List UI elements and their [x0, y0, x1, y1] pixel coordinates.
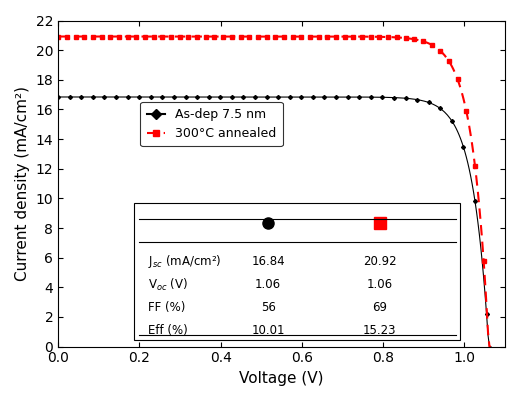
- Text: 15.23: 15.23: [363, 324, 397, 337]
- Text: 20.92: 20.92: [363, 255, 397, 268]
- Bar: [134, 203, 460, 340]
- Text: V$_{oc}$ (V): V$_{oc}$ (V): [148, 277, 188, 293]
- Text: 1.06: 1.06: [367, 278, 393, 291]
- Text: 10.01: 10.01: [252, 324, 285, 337]
- Legend: As-dep 7.5 nm, 300°C annealed: As-dep 7.5 nm, 300°C annealed: [140, 102, 283, 146]
- Text: 56: 56: [261, 301, 276, 314]
- X-axis label: Voltage (V): Voltage (V): [239, 371, 324, 386]
- Text: FF (%): FF (%): [148, 301, 185, 314]
- Text: 69: 69: [372, 301, 387, 314]
- Text: Eff (%): Eff (%): [148, 324, 187, 337]
- Y-axis label: Current density (mA/cm²): Current density (mA/cm²): [15, 86, 30, 281]
- Text: 1.06: 1.06: [255, 278, 281, 291]
- Text: 16.84: 16.84: [251, 255, 285, 268]
- Text: J$_{sc}$ (mA/cm²): J$_{sc}$ (mA/cm²): [148, 253, 221, 270]
